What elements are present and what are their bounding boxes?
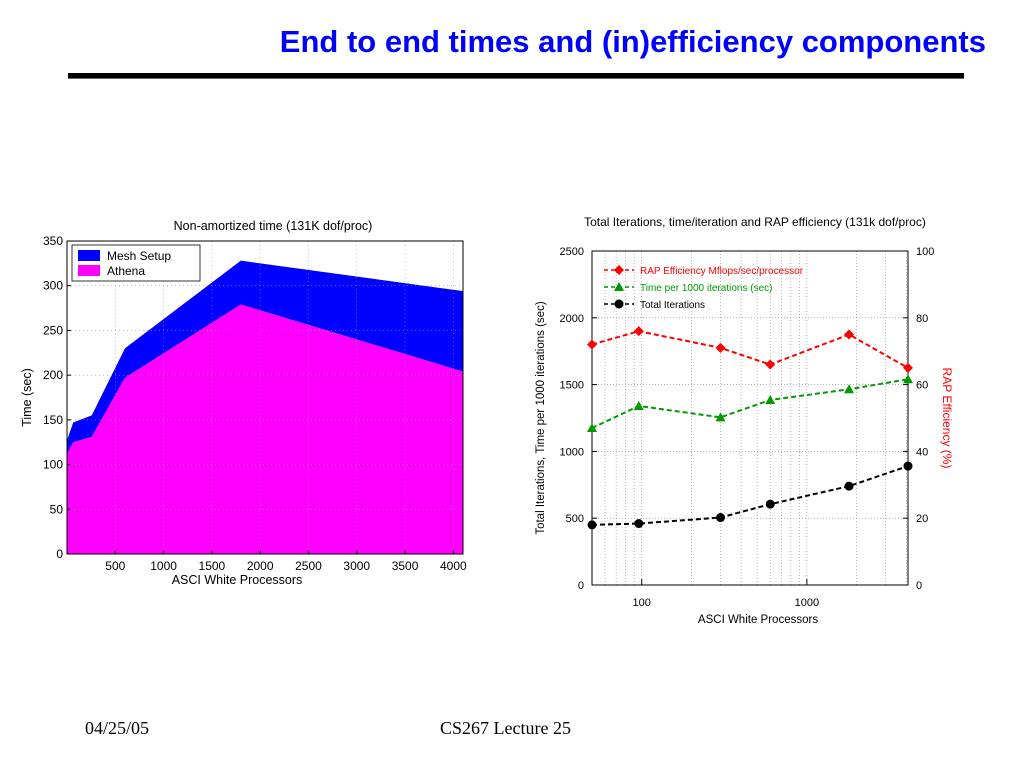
x-tick-label: 4000 <box>440 559 467 573</box>
x-tick-label: 1000 <box>150 559 177 573</box>
series-line <box>591 465 909 526</box>
legend-label: Time per 1000 iterations (sec) <box>640 283 772 294</box>
legend-swatch <box>78 250 100 261</box>
title-divider <box>68 73 964 79</box>
plot-frame <box>591 250 909 586</box>
data-point <box>844 329 855 340</box>
y2-tick-label: 0 <box>916 580 922 592</box>
x-tick-label: 2500 <box>295 559 322 573</box>
data-point <box>614 282 624 291</box>
data-point <box>633 326 644 337</box>
data-point <box>633 400 644 410</box>
x-tick-label: 100 <box>633 597 651 609</box>
series-line <box>591 378 909 429</box>
y-axis-label: Time (sec) <box>20 368 34 427</box>
y2-tick-label: 80 <box>916 313 928 325</box>
data-point <box>614 299 624 309</box>
x-tick-label: 500 <box>105 559 125 573</box>
slide-title: End to end times and (in)efficiency comp… <box>279 24 986 59</box>
data-point <box>903 362 913 373</box>
data-point <box>614 265 624 275</box>
legend-label: Athena <box>107 264 145 278</box>
x-tick-label: 1500 <box>199 559 226 573</box>
data-point <box>765 394 776 404</box>
y2-tick-label: 40 <box>916 446 928 458</box>
data-point <box>715 412 726 422</box>
y-tick-label: 2000 <box>560 313 584 325</box>
legend-label: RAP Efficiency Mflops/sec/processor <box>640 266 804 277</box>
data-point <box>716 513 726 523</box>
y-tick-label: 1500 <box>560 380 584 392</box>
legend-label: Total Iterations <box>640 300 705 311</box>
y-tick-label: 0 <box>578 580 584 592</box>
data-point <box>587 423 597 433</box>
y-tick-label: 50 <box>50 502 64 516</box>
x-tick-label: 3000 <box>343 559 370 573</box>
data-point <box>844 481 854 491</box>
data-point <box>587 520 597 530</box>
y-tick-label: 250 <box>43 323 63 337</box>
y-axis-label: Total Iterations, Time per 1000 iteratio… <box>535 301 547 534</box>
x-axis-label: ASCI White Processors <box>698 614 818 626</box>
data-point <box>844 384 855 394</box>
y-tick-label: 150 <box>43 413 63 427</box>
x-axis-label: ASCI White Processors <box>172 573 303 587</box>
series-line <box>591 330 909 369</box>
chart-title: Total Iterations, time/iteration and RAP… <box>584 215 926 229</box>
data-point <box>765 499 775 509</box>
footer-course: CS267 Lecture 25 <box>440 718 571 738</box>
iterations-efficiency-chart: Total Iterations, time/iteration and RAP… <box>535 215 954 626</box>
plot-background <box>592 251 908 585</box>
x-tick-label: 2000 <box>247 559 274 573</box>
chart-title: Non-amortized time (131K dof/proc) <box>174 219 373 233</box>
area-mesh-setup <box>67 260 463 454</box>
y2-tick-label: 20 <box>916 513 928 525</box>
y2-tick-label: 60 <box>916 380 928 392</box>
data-point <box>634 519 644 529</box>
stacked-area-chart: Non-amortized time (131K dof/proc) 0 50 100… <box>20 219 467 587</box>
legend-swatch <box>78 265 100 276</box>
y-tick-label: 500 <box>566 513 584 525</box>
y-tick-label: 100 <box>43 458 63 472</box>
data-point <box>765 359 776 370</box>
x-tick-label: 1000 <box>795 597 819 609</box>
y2-axis-label: RAP Efficiency (%) <box>940 368 954 469</box>
legend-label: Mesh Setup <box>107 249 171 263</box>
x-tick-label: 3500 <box>392 559 419 573</box>
y-tick-label: 0 <box>56 547 63 561</box>
y-tick-label: 350 <box>43 234 63 248</box>
y2-tick-label: 100 <box>916 246 934 258</box>
data-point <box>903 461 913 471</box>
y-tick-label: 1000 <box>560 446 584 458</box>
y-tick-label: 2500 <box>560 246 584 258</box>
area-athena <box>67 304 463 554</box>
footer-date: 04/25/05 <box>85 718 150 738</box>
data-point <box>587 339 597 350</box>
y-tick-label: 300 <box>43 279 63 293</box>
data-point <box>903 374 913 384</box>
y-tick-label: 200 <box>43 368 63 382</box>
plot-frame <box>66 240 464 555</box>
data-point <box>715 342 726 353</box>
